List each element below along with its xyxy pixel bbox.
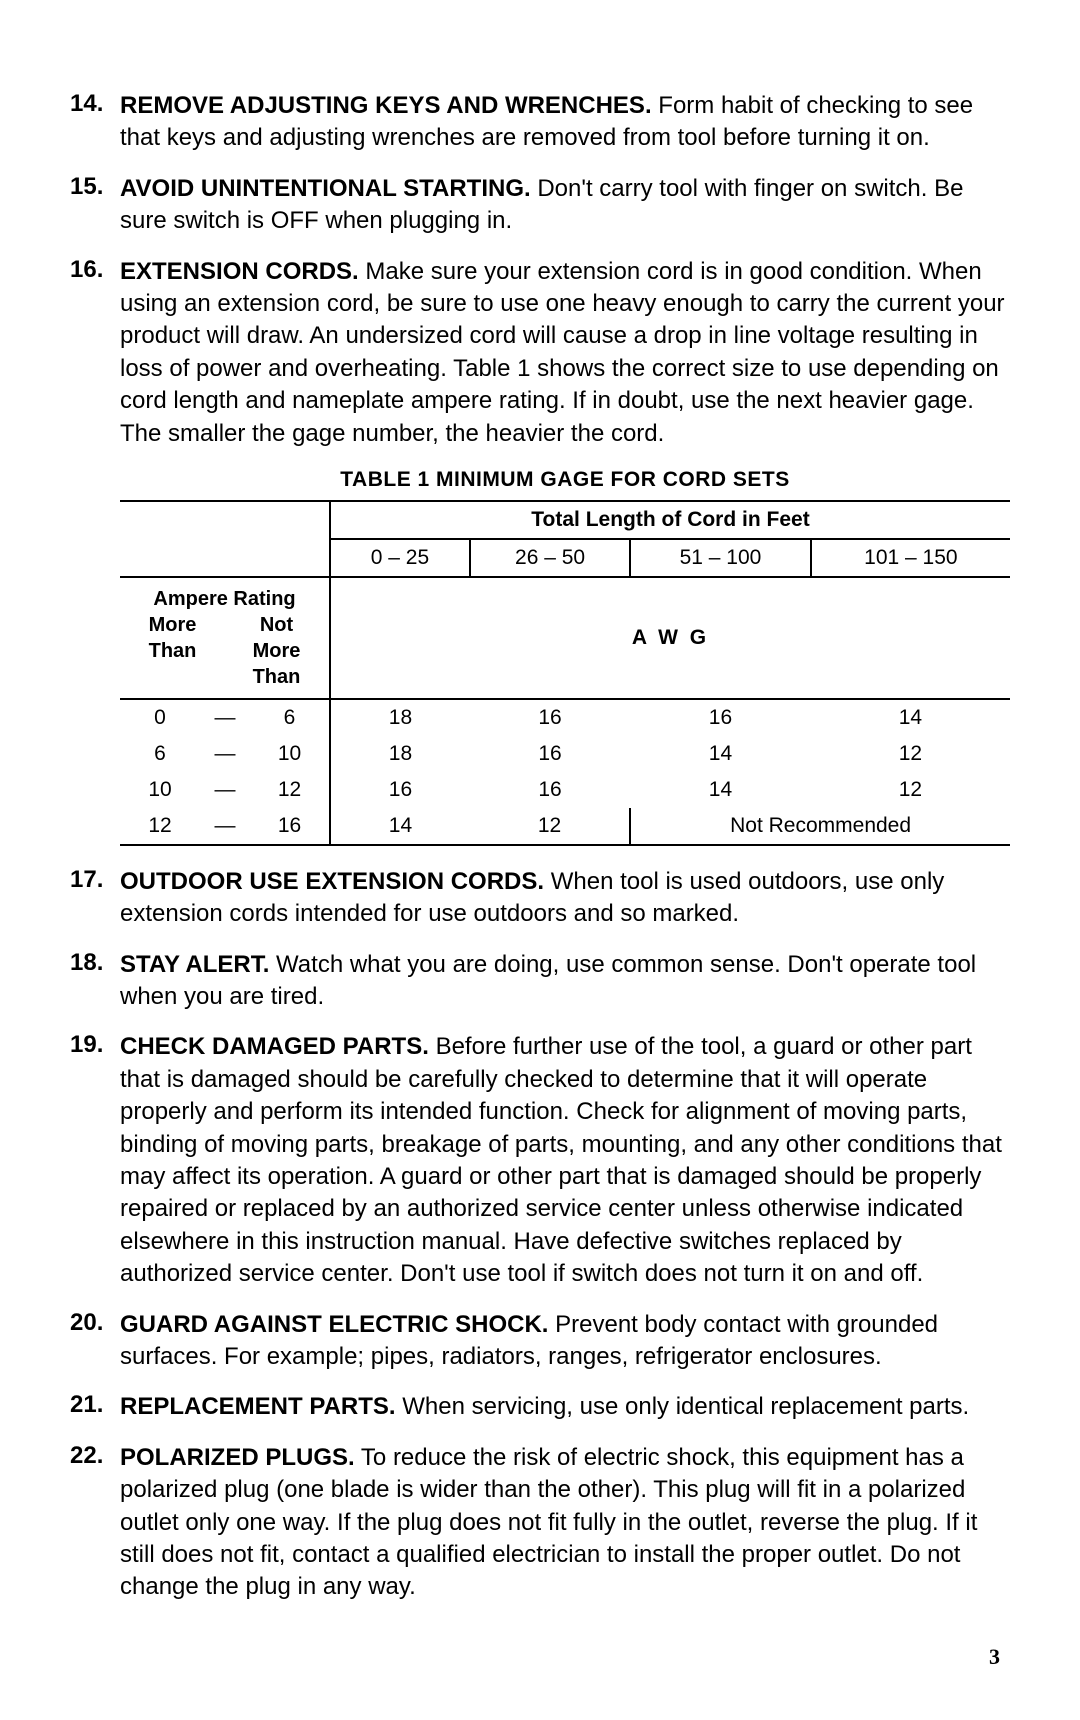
header-top: Total Length of Cord in Feet bbox=[330, 501, 1010, 539]
item-17: 17. OUTDOOR USE EXTENSION CORDS. When to… bbox=[70, 866, 1010, 931]
item-title: REPLACEMENT PARTS. bbox=[120, 1393, 396, 1420]
item-content: GUARD AGAINST ELECTRIC SHOCK. Prevent bo… bbox=[120, 1309, 1010, 1374]
table-row: 12 — 16 14 12 Not Recommended bbox=[120, 808, 1010, 845]
item-body: Before further use of the tool, a guard … bbox=[120, 1033, 1002, 1287]
item-number: 14. bbox=[70, 90, 120, 155]
item-number: 15. bbox=[70, 173, 120, 238]
range-1: 26 – 50 bbox=[470, 539, 630, 577]
empty-cell bbox=[120, 539, 330, 577]
item-title: REMOVE ADJUSTING KEYS AND WRENCHES. bbox=[120, 92, 652, 119]
item-title: OUTDOOR USE EXTENSION CORDS. bbox=[120, 868, 544, 895]
cell-val: 12 bbox=[811, 772, 1010, 808]
item-content: STAY ALERT. Watch what you are doing, us… bbox=[120, 949, 1010, 1014]
item-15: 15. AVOID UNINTENTIONAL STARTING. Don't … bbox=[70, 173, 1010, 238]
ampere-label: Ampere Rating bbox=[130, 586, 319, 612]
item-content: OUTDOOR USE EXTENSION CORDS. When tool i… bbox=[120, 866, 1010, 931]
item-content: REPLACEMENT PARTS. When servicing, use o… bbox=[120, 1391, 1010, 1423]
cell-more: 10 bbox=[120, 772, 200, 808]
cord-gage-table: Total Length of Cord in Feet 0 – 25 26 –… bbox=[120, 500, 1010, 846]
range-0: 0 – 25 bbox=[330, 539, 470, 577]
cell-notmore: 12 bbox=[250, 772, 330, 808]
item-number: 17. bbox=[70, 866, 120, 931]
cell-more: 0 bbox=[120, 699, 200, 736]
more-than: More Than bbox=[130, 612, 215, 690]
cell-val: 12 bbox=[470, 808, 630, 845]
cell-val: 12 bbox=[811, 736, 1010, 772]
cell-val: 14 bbox=[630, 736, 811, 772]
cell-dash: — bbox=[200, 736, 250, 772]
item-number: 22. bbox=[70, 1442, 120, 1604]
table-caption: TABLE 1 MINIMUM GAGE FOR CORD SETS bbox=[120, 468, 1010, 492]
item-22: 22. POLARIZED PLUGS. To reduce the risk … bbox=[70, 1442, 1010, 1604]
table-wrap: TABLE 1 MINIMUM GAGE FOR CORD SETS Total… bbox=[120, 468, 1010, 846]
not-recommended: Not Recommended bbox=[630, 808, 1010, 845]
ampere-heading: Ampere Rating More Than Not More Than bbox=[120, 577, 330, 699]
cell-val: 16 bbox=[470, 736, 630, 772]
item-21: 21. REPLACEMENT PARTS. When servicing, u… bbox=[70, 1391, 1010, 1423]
cell-val: 18 bbox=[330, 699, 470, 736]
range-2: 51 – 100 bbox=[630, 539, 811, 577]
cell-val: 16 bbox=[470, 699, 630, 736]
awg-label: A W G bbox=[330, 577, 1010, 699]
cell-val: 16 bbox=[330, 772, 470, 808]
item-content: POLARIZED PLUGS. To reduce the risk of e… bbox=[120, 1442, 1010, 1604]
cell-dash: — bbox=[200, 772, 250, 808]
item-content: EXTENSION CORDS. Make sure your extensio… bbox=[120, 256, 1010, 450]
item-title: EXTENSION CORDS. bbox=[120, 258, 359, 285]
table-row: 10 — 12 16 16 14 12 bbox=[120, 772, 1010, 808]
not-more-than: Not More Than bbox=[234, 612, 319, 690]
cell-more: 6 bbox=[120, 736, 200, 772]
item-number: 21. bbox=[70, 1391, 120, 1423]
item-content: CHECK DAMAGED PARTS. Before further use … bbox=[120, 1031, 1010, 1290]
item-number: 16. bbox=[70, 256, 120, 450]
cell-notmore: 6 bbox=[250, 699, 330, 736]
item-20: 20. GUARD AGAINST ELECTRIC SHOCK. Preven… bbox=[70, 1309, 1010, 1374]
cell-val: 14 bbox=[811, 699, 1010, 736]
item-18: 18. STAY ALERT. Watch what you are doing… bbox=[70, 949, 1010, 1014]
item-body: When servicing, use only identical repla… bbox=[396, 1393, 970, 1420]
item-title: CHECK DAMAGED PARTS. bbox=[120, 1033, 429, 1060]
cell-val: 16 bbox=[470, 772, 630, 808]
item-title: GUARD AGAINST ELECTRIC SHOCK. bbox=[120, 1311, 548, 1338]
item-number: 18. bbox=[70, 949, 120, 1014]
table-row: 0 — 6 18 16 16 14 bbox=[120, 699, 1010, 736]
page-number: 3 bbox=[70, 1644, 1010, 1670]
cell-val: 16 bbox=[630, 699, 811, 736]
item-list: 14. REMOVE ADJUSTING KEYS AND WRENCHES. … bbox=[70, 90, 1010, 1604]
item-14: 14. REMOVE ADJUSTING KEYS AND WRENCHES. … bbox=[70, 90, 1010, 155]
range-3: 101 – 150 bbox=[811, 539, 1010, 577]
cell-notmore: 10 bbox=[250, 736, 330, 772]
item-number: 19. bbox=[70, 1031, 120, 1290]
cell-more: 12 bbox=[120, 808, 200, 845]
cell-val: 14 bbox=[330, 808, 470, 845]
item-body: Make sure your extension cord is in good… bbox=[120, 258, 1005, 447]
cell-dash: — bbox=[200, 808, 250, 845]
cell-val: 14 bbox=[630, 772, 811, 808]
item-number: 20. bbox=[70, 1309, 120, 1374]
table-row: 6 — 10 18 16 14 12 bbox=[120, 736, 1010, 772]
item-content: AVOID UNINTENTIONAL STARTING. Don't carr… bbox=[120, 173, 1010, 238]
item-19: 19. CHECK DAMAGED PARTS. Before further … bbox=[70, 1031, 1010, 1290]
cell-notmore: 16 bbox=[250, 808, 330, 845]
item-title: STAY ALERT. bbox=[120, 951, 269, 978]
item-16: 16. EXTENSION CORDS. Make sure your exte… bbox=[70, 256, 1010, 450]
item-title: AVOID UNINTENTIONAL STARTING. bbox=[120, 175, 531, 202]
item-title: POLARIZED PLUGS. bbox=[120, 1444, 355, 1471]
empty-cell bbox=[120, 501, 330, 539]
cell-val: 18 bbox=[330, 736, 470, 772]
item-content: REMOVE ADJUSTING KEYS AND WRENCHES. Form… bbox=[120, 90, 1010, 155]
cell-dash: — bbox=[200, 699, 250, 736]
